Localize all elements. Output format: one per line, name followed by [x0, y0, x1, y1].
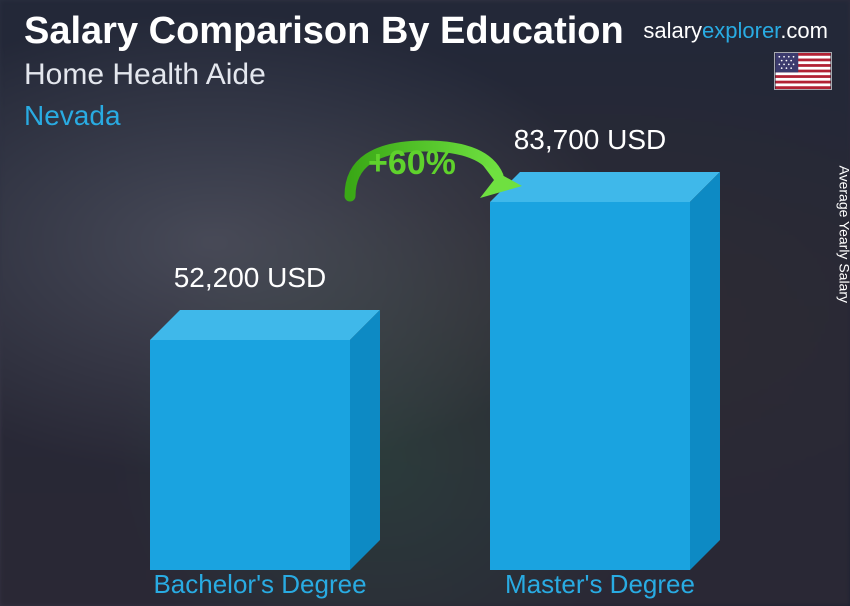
bar-label-1: Bachelor's Degree	[130, 569, 390, 600]
bar-1-side	[350, 310, 380, 570]
chart-area: 52,200 USD 83,700 USD	[0, 170, 810, 570]
brand-label: salaryexplorer.com	[643, 18, 828, 44]
bar-2-side	[690, 172, 720, 570]
page-title: Salary Comparison By Education	[24, 10, 624, 53]
increase-percentage: +60%	[368, 144, 456, 183]
subtitle-job: Home Health Aide	[24, 58, 266, 92]
country-flag-icon	[774, 52, 832, 90]
brand-suffix: .com	[780, 18, 828, 43]
subtitle-region: Nevada	[24, 100, 121, 132]
bar-value-1: 52,200 USD	[120, 262, 380, 294]
bar-1-front	[150, 340, 350, 570]
brand-mid: explorer	[702, 18, 780, 43]
bar-label-2: Master's Degree	[470, 569, 730, 600]
y-axis-label: Average Yearly Salary	[836, 166, 850, 304]
brand-prefix: salary	[643, 18, 702, 43]
bar-2-front	[490, 202, 690, 570]
bar-1-top	[150, 310, 380, 340]
